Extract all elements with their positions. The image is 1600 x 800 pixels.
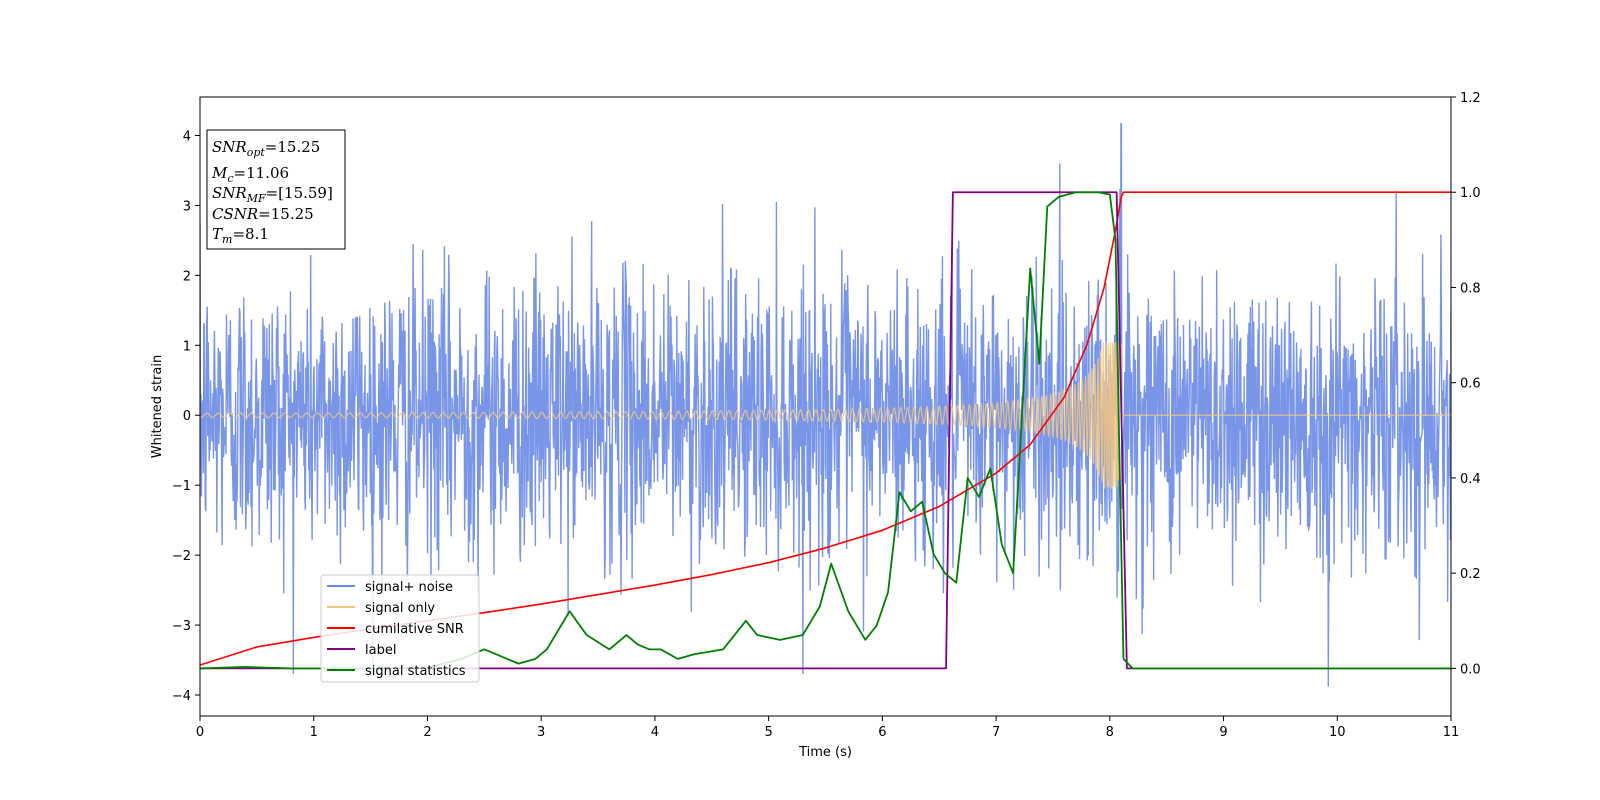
y-left-tick-label: 4 — [183, 129, 191, 144]
annotation-line: Tm=8.1 — [212, 225, 269, 246]
annotation-var: SNR — [212, 138, 247, 156]
series-signal-statistics-line — [200, 191, 1451, 670]
annotation-frame — [206, 129, 346, 250]
y-left-tick-label: 1 — [183, 339, 191, 354]
x-tick-label: 8 — [1106, 725, 1114, 740]
x-tick-label: 5 — [764, 725, 772, 740]
y-right-tick-label: 0.4 — [1460, 472, 1481, 487]
x-tick-label: 0 — [196, 725, 204, 740]
annotation-box: SNRopt=15.25Mc=11.06SNRMF=[15.59]CSNR=15… — [206, 129, 346, 250]
y-axis-label: Whitened strain — [150, 355, 165, 458]
x-tick-label: 10 — [1329, 725, 1346, 740]
annotation-sub: m — [222, 233, 232, 246]
y-right-tick-label: 0.0 — [1460, 662, 1481, 677]
legend-label: cumilative SNR — [365, 622, 464, 637]
legend: signal+ noise signal only cumilative SNR la… — [320, 574, 480, 683]
x-tick-label: 11 — [1443, 725, 1460, 740]
y-left-tick-label: 0 — [183, 409, 191, 424]
x-tick-label: 4 — [651, 725, 659, 740]
x-tick-label: 2 — [423, 725, 431, 740]
y-left-tick-label: −1 — [172, 479, 191, 494]
series-signal-only-line — [200, 341, 1451, 489]
annotation-line: CSNR=15.25 — [212, 205, 314, 223]
annotation-sub: c — [227, 172, 233, 185]
legend-label: label — [365, 643, 396, 658]
annotation-value: =15.25 — [265, 138, 321, 156]
annotation-value: =11.06 — [234, 164, 290, 182]
y-left-tick-label: 2 — [183, 269, 191, 284]
annotation-value: =[15.59] — [266, 184, 333, 202]
annotation-line: SNRopt=15.25 — [212, 138, 320, 159]
annotation-var: CSNR — [212, 205, 258, 223]
y-right-tick-label: 0.2 — [1460, 567, 1481, 582]
annotation-sub: MF — [246, 192, 266, 205]
y-left-tick-label: 3 — [183, 199, 191, 214]
legend-label: signal statistics — [365, 664, 466, 679]
annotation-sub: opt — [247, 146, 266, 159]
annotation-value: =15.25 — [258, 205, 314, 223]
axes-layer: 0 1 2 3 4 5 6 7 8 9 10 1143210−1−2−3−41.21.00.80.60… — [172, 91, 1481, 740]
legend-frame — [320, 574, 480, 683]
y-left-tick-label: −3 — [172, 619, 191, 634]
x-tick-label: 3 — [537, 725, 545, 740]
annotation-var: T — [212, 225, 223, 243]
legend-label: signal+ noise — [365, 580, 453, 595]
series-signal-noise-line — [200, 122, 1451, 687]
y-right-tick-label: 1.0 — [1460, 186, 1481, 201]
annotation-line: SNRMF=[15.59] — [212, 184, 333, 205]
annotation-var: SNR — [212, 184, 247, 202]
x-tick-label: 9 — [1219, 725, 1227, 740]
annotation-value: =8.1 — [232, 225, 268, 243]
x-tick-label: 1 — [310, 725, 318, 740]
y-left-tick-label: −4 — [172, 689, 191, 704]
y-right-tick-label: 1.2 — [1460, 91, 1481, 106]
legend-label: signal only — [365, 601, 435, 616]
x-tick-label: 7 — [992, 725, 1000, 740]
x-tick-label: 6 — [878, 725, 886, 740]
annotation-var: M — [211, 164, 228, 182]
y-right-tick-label: 0.8 — [1460, 281, 1481, 296]
y-left-tick-label: −2 — [172, 549, 191, 564]
annotation-line: Mc=11.06 — [211, 164, 289, 185]
plot-frame — [199, 96, 1452, 717]
y-right-tick-label: 0.6 — [1460, 377, 1481, 392]
x-axis-label: Time (s) — [798, 745, 852, 760]
